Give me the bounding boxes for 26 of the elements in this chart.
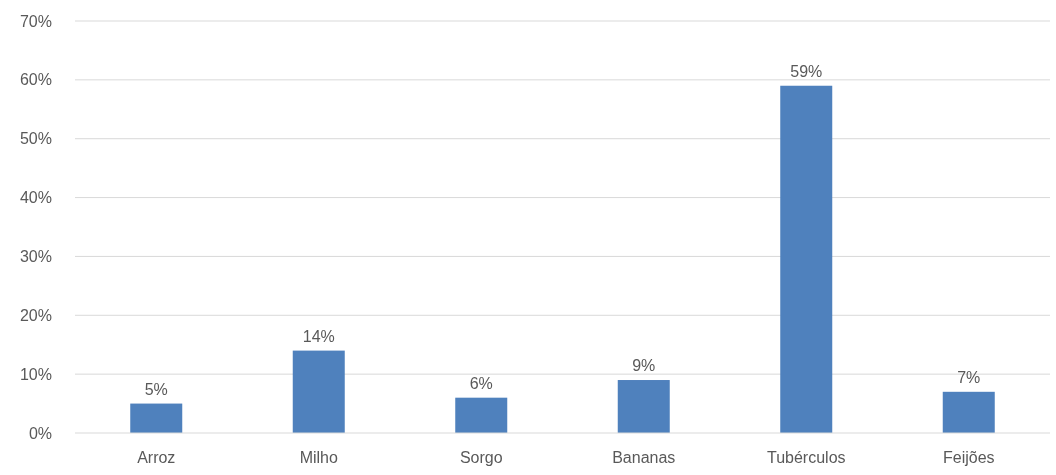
x-tick-label: Tubérculos [766,449,846,466]
data-label: 9% [632,357,656,375]
data-label: 59% [790,62,823,80]
bar [455,397,508,433]
data-label: 5% [144,380,168,398]
x-tick-label: Milho [299,449,338,466]
bar [130,403,183,433]
y-tick-label: 50% [19,130,52,148]
y-tick-label: 20% [19,306,52,324]
x-tick-label: Arroz [137,449,176,466]
x-tick-label: Sorgo [459,449,503,466]
y-tick-label: 30% [19,248,52,266]
x-tick-label: Bananas [612,449,676,466]
y-tick-label: 10% [19,365,52,383]
data-label: 6% [469,374,493,392]
y-tick-label: 0% [28,424,52,442]
bar [292,350,345,433]
x-tick-label: Feijões [942,449,995,466]
y-tick-label: 40% [19,189,52,207]
bar [617,380,670,433]
bar [942,391,995,433]
data-label: 14% [302,327,335,345]
y-tick-label: 60% [19,71,52,89]
y-tick-label: 70% [19,12,52,30]
data-label: 7% [957,368,981,386]
bar [780,85,833,433]
